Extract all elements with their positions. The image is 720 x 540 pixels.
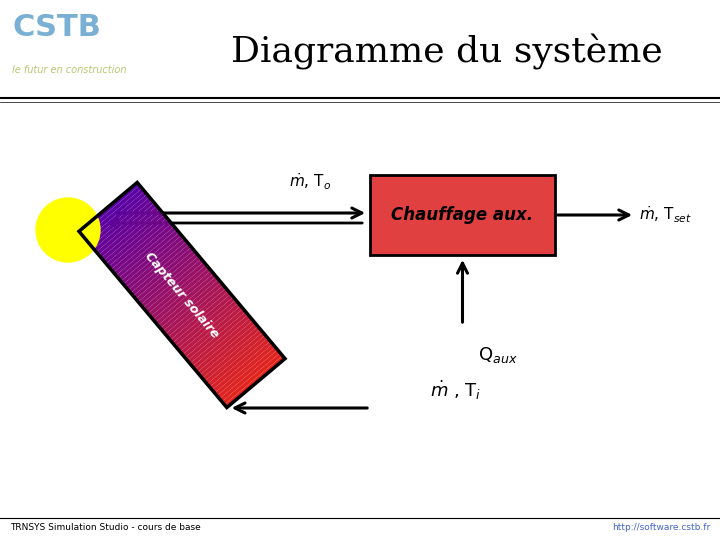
Polygon shape bbox=[138, 253, 199, 305]
Polygon shape bbox=[156, 274, 216, 325]
Text: $\dot{m}$ , T$_i$: $\dot{m}$ , T$_i$ bbox=[430, 379, 482, 402]
Polygon shape bbox=[163, 282, 223, 334]
Circle shape bbox=[36, 198, 100, 262]
Polygon shape bbox=[121, 232, 181, 284]
Polygon shape bbox=[89, 194, 150, 246]
Polygon shape bbox=[123, 235, 184, 287]
Polygon shape bbox=[84, 188, 145, 240]
Text: http://software.cstb.fr: http://software.cstb.fr bbox=[612, 523, 710, 532]
Polygon shape bbox=[161, 279, 221, 331]
Polygon shape bbox=[140, 256, 202, 308]
Polygon shape bbox=[145, 262, 206, 314]
Polygon shape bbox=[204, 332, 265, 384]
Polygon shape bbox=[215, 344, 275, 396]
Polygon shape bbox=[173, 294, 233, 346]
Polygon shape bbox=[210, 338, 270, 390]
Polygon shape bbox=[86, 191, 147, 243]
Polygon shape bbox=[199, 326, 261, 378]
Polygon shape bbox=[225, 356, 285, 408]
Polygon shape bbox=[220, 350, 280, 402]
Polygon shape bbox=[185, 309, 246, 361]
Text: TRNSYS Simulation Studio - cours de base: TRNSYS Simulation Studio - cours de base bbox=[10, 523, 201, 532]
Polygon shape bbox=[165, 285, 226, 337]
Polygon shape bbox=[104, 212, 164, 264]
Polygon shape bbox=[195, 321, 256, 372]
FancyBboxPatch shape bbox=[370, 175, 555, 255]
Polygon shape bbox=[118, 230, 179, 281]
Text: CSTB: CSTB bbox=[12, 14, 101, 43]
Polygon shape bbox=[143, 259, 204, 310]
Polygon shape bbox=[190, 315, 251, 367]
Polygon shape bbox=[148, 265, 209, 316]
Polygon shape bbox=[99, 206, 159, 258]
Polygon shape bbox=[202, 329, 263, 381]
Text: Diagramme du système: Diagramme du système bbox=[230, 34, 662, 70]
Text: $\dot{m}$, T$_{set}$: $\dot{m}$, T$_{set}$ bbox=[639, 205, 691, 225]
Polygon shape bbox=[222, 353, 282, 404]
Polygon shape bbox=[187, 312, 248, 363]
Polygon shape bbox=[96, 203, 157, 255]
Polygon shape bbox=[153, 271, 214, 322]
Polygon shape bbox=[131, 244, 192, 296]
Polygon shape bbox=[182, 306, 243, 357]
Polygon shape bbox=[79, 183, 140, 234]
Polygon shape bbox=[94, 200, 154, 252]
Text: le futur en construction: le futur en construction bbox=[12, 65, 127, 75]
Polygon shape bbox=[212, 341, 273, 393]
Polygon shape bbox=[178, 300, 238, 352]
Polygon shape bbox=[180, 303, 240, 355]
Polygon shape bbox=[217, 347, 278, 399]
Polygon shape bbox=[197, 323, 258, 375]
Polygon shape bbox=[126, 238, 186, 290]
Polygon shape bbox=[81, 185, 142, 237]
Polygon shape bbox=[170, 291, 231, 343]
Polygon shape bbox=[158, 276, 218, 328]
Text: $\dot{m}$, T$_o$: $\dot{m}$, T$_o$ bbox=[289, 172, 331, 192]
Polygon shape bbox=[207, 335, 268, 387]
Polygon shape bbox=[101, 209, 162, 261]
Polygon shape bbox=[111, 221, 171, 273]
Polygon shape bbox=[150, 268, 211, 320]
Text: Capteur solaire: Capteur solaire bbox=[143, 249, 222, 341]
Polygon shape bbox=[192, 318, 253, 369]
Polygon shape bbox=[175, 297, 235, 349]
Polygon shape bbox=[133, 247, 194, 299]
Polygon shape bbox=[109, 218, 169, 269]
Polygon shape bbox=[91, 197, 152, 249]
Text: Q$_{aux}$: Q$_{aux}$ bbox=[477, 345, 517, 365]
Polygon shape bbox=[116, 226, 176, 278]
Text: Chauffage aux.: Chauffage aux. bbox=[392, 206, 534, 224]
Polygon shape bbox=[114, 224, 174, 275]
Polygon shape bbox=[168, 288, 228, 340]
Polygon shape bbox=[128, 241, 189, 293]
Polygon shape bbox=[135, 250, 197, 302]
Polygon shape bbox=[106, 215, 167, 267]
